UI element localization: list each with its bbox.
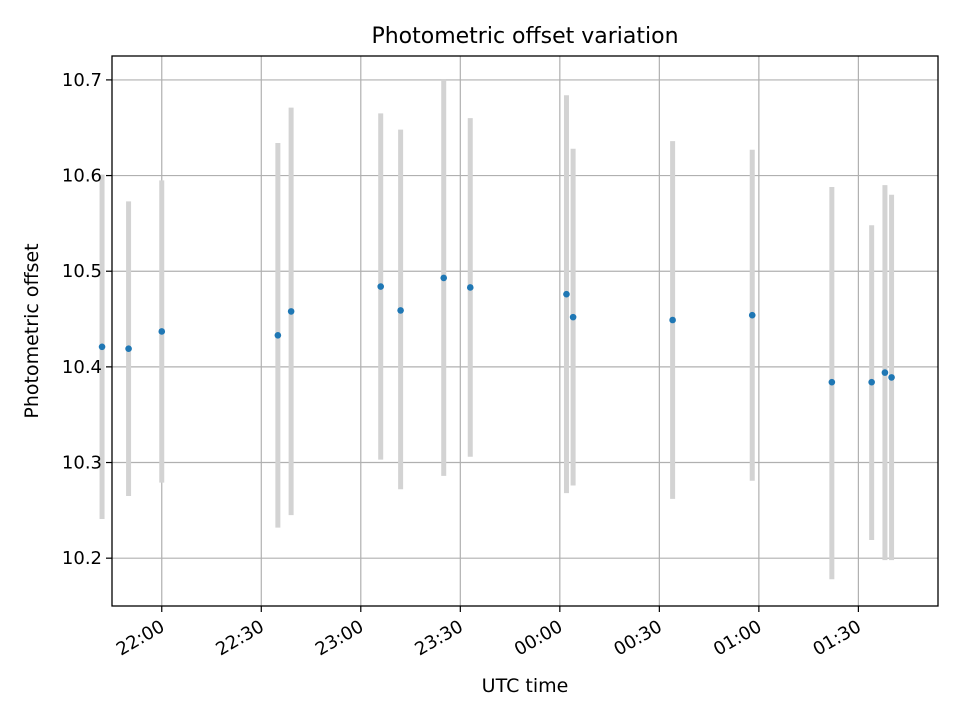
data-point <box>397 307 404 314</box>
data-point <box>563 290 570 298</box>
data-point <box>569 313 577 321</box>
data-point <box>881 369 889 376</box>
y-tick-label: 10.6 <box>62 166 102 187</box>
plot-frame <box>111 55 939 607</box>
data-point <box>377 283 384 290</box>
data-point <box>125 345 132 352</box>
data-point <box>748 311 756 319</box>
chart-title: Photometric offset variation <box>371 24 678 49</box>
data-point <box>287 308 295 315</box>
data-point <box>868 378 875 386</box>
x-axis-label: UTC time <box>482 675 569 697</box>
grid <box>112 56 938 606</box>
data-point <box>98 343 106 351</box>
data-point <box>158 328 166 335</box>
y-tick-label: 10.2 <box>62 548 102 569</box>
data-points <box>98 274 895 386</box>
data-point <box>274 332 282 339</box>
y-axis-label: Photometric offset <box>21 243 43 418</box>
data-point <box>828 378 836 386</box>
y-axis-ticks: 10.2 10.3 10.4 10.5 10.6 10.7 <box>62 70 112 569</box>
y-tick-label: 10.3 <box>62 453 102 474</box>
data-point <box>466 284 474 291</box>
y-tick-label: 10.5 <box>62 261 102 282</box>
data-point <box>669 316 676 324</box>
y-tick-label: 10.7 <box>62 70 102 91</box>
y-tick-label: 10.4 <box>62 357 102 378</box>
data-point <box>888 374 895 381</box>
data-point <box>440 274 448 282</box>
